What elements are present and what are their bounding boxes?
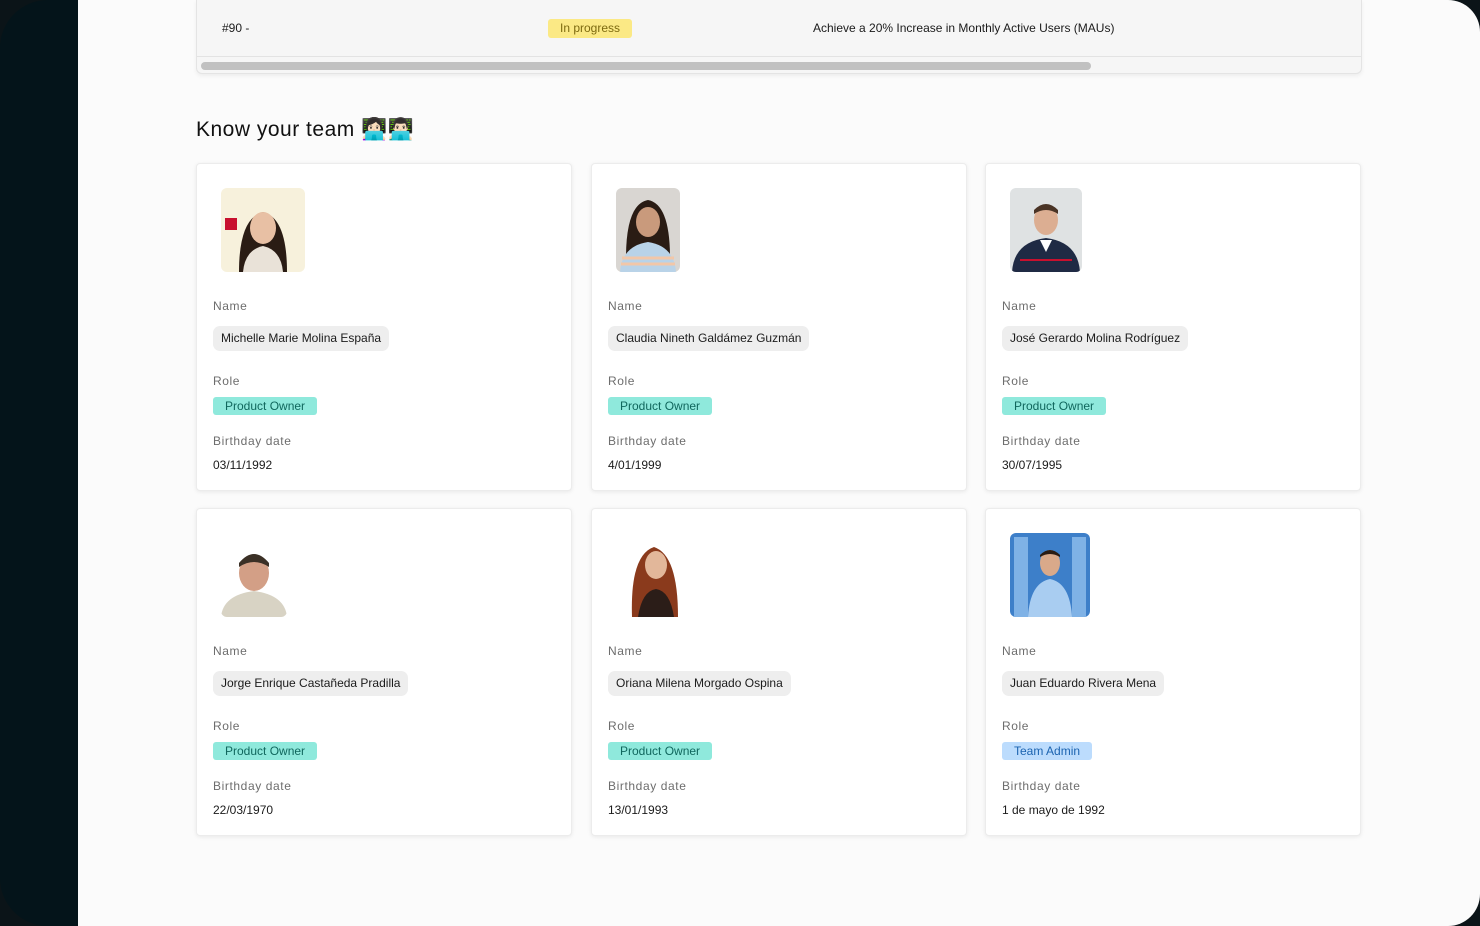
member-name: Juan Eduardo Rivera Mena bbox=[1002, 671, 1165, 696]
member-name: Michelle Marie Molina España bbox=[213, 326, 390, 351]
objective-id: #90 - bbox=[222, 21, 250, 35]
section-title: Know your team 👩🏻‍💻👨🏻‍💻 bbox=[196, 118, 415, 141]
member-name: Oriana Milena Morgado Ospina bbox=[608, 671, 791, 696]
role-label: Role bbox=[1002, 374, 1030, 388]
birthday-label: Birthday date bbox=[1002, 779, 1081, 793]
birthday-value: 1 de mayo de 1992 bbox=[1002, 803, 1105, 817]
birthday-label: Birthday date bbox=[608, 434, 687, 448]
member-card: Name Oriana Milena Morgado Ospina Role P… bbox=[591, 508, 967, 836]
member-card: Name Jorge Enrique Castañeda Pradilla Ro… bbox=[196, 508, 572, 836]
avatar bbox=[1010, 188, 1082, 272]
name-label: Name bbox=[213, 644, 248, 658]
name-label: Name bbox=[1002, 299, 1037, 313]
birthday-value: 22/03/1970 bbox=[213, 803, 274, 817]
member-card: Name Claudia Nineth Galdámez Guzmán Role… bbox=[591, 163, 967, 491]
birthday-value: 13/01/1993 bbox=[608, 803, 669, 817]
member-name: José Gerardo Molina Rodríguez bbox=[1002, 326, 1189, 351]
role-badge: Team Admin bbox=[1002, 742, 1093, 760]
birthday-value: 30/07/1995 bbox=[1002, 458, 1063, 472]
sidebar bbox=[0, 0, 78, 926]
birthday-label: Birthday date bbox=[213, 434, 292, 448]
member-name: Claudia Nineth Galdámez Guzmán bbox=[608, 326, 810, 351]
birthday-value: 4/01/1999 bbox=[608, 458, 662, 472]
role-badge: Product Owner bbox=[608, 742, 713, 760]
member-card: Name Juan Eduardo Rivera Mena Role Team … bbox=[985, 508, 1361, 836]
member-name: Jorge Enrique Castañeda Pradilla bbox=[213, 671, 409, 696]
name-label: Name bbox=[608, 644, 643, 658]
birthday-label: Birthday date bbox=[608, 779, 687, 793]
avatar bbox=[616, 188, 680, 272]
role-label: Role bbox=[213, 719, 241, 733]
status-badge: In progress bbox=[548, 19, 633, 38]
role-badge: Product Owner bbox=[1002, 397, 1107, 415]
role-badge: Product Owner bbox=[213, 742, 318, 760]
name-label: Name bbox=[1002, 644, 1037, 658]
birthday-value: 03/11/1992 bbox=[213, 458, 273, 472]
role-label: Role bbox=[608, 374, 636, 388]
birthday-label: Birthday date bbox=[1002, 434, 1081, 448]
role-label: Role bbox=[1002, 719, 1030, 733]
member-card: Name José Gerardo Molina Rodríguez Role … bbox=[985, 163, 1361, 491]
avatar bbox=[221, 188, 305, 272]
scrollbar-thumb[interactable] bbox=[201, 62, 1091, 70]
role-label: Role bbox=[213, 374, 241, 388]
member-card: Name Michelle Marie Molina España Role P… bbox=[196, 163, 572, 491]
role-badge: Product Owner bbox=[213, 397, 318, 415]
role-label: Role bbox=[608, 719, 636, 733]
horizontal-scrollbar[interactable] bbox=[201, 62, 1357, 70]
name-label: Name bbox=[213, 299, 248, 313]
objectives-table: #90 - In progress Achieve a 20% Increase… bbox=[196, 0, 1362, 74]
table-row[interactable]: #90 - In progress Achieve a 20% Increase… bbox=[197, 0, 1361, 57]
avatar bbox=[1010, 533, 1090, 617]
objective-title[interactable]: Achieve a 20% Increase in Monthly Active… bbox=[813, 21, 1115, 35]
avatar bbox=[616, 533, 692, 617]
birthday-label: Birthday date bbox=[213, 779, 292, 793]
avatar bbox=[221, 533, 287, 617]
main-content: #90 - In progress Achieve a 20% Increase… bbox=[78, 0, 1480, 926]
role-badge: Product Owner bbox=[608, 397, 713, 415]
name-label: Name bbox=[608, 299, 643, 313]
